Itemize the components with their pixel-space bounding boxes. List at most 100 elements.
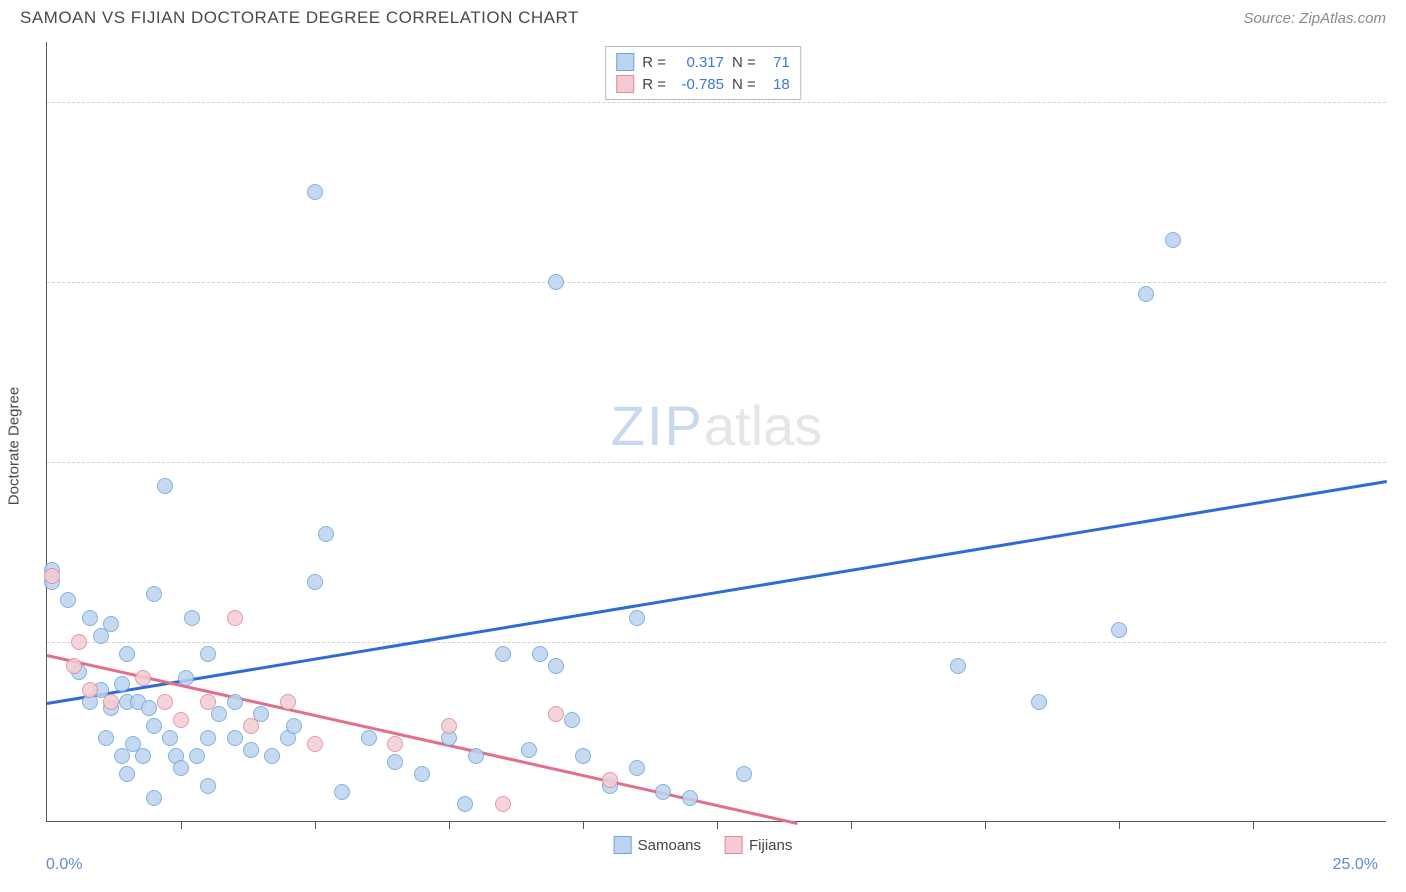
gridline <box>47 642 1386 643</box>
stats-row-fijians: R = -0.785 N = 18 <box>616 73 790 95</box>
data-point <box>575 748 591 764</box>
x-tick <box>1119 821 1120 829</box>
x-axis-min-label: 0.0% <box>46 856 82 874</box>
data-point <box>103 694 119 710</box>
data-point <box>135 670 151 686</box>
data-point <box>1165 232 1181 248</box>
data-point <box>495 796 511 812</box>
data-point <box>211 706 227 722</box>
data-point <box>307 736 323 752</box>
data-point <box>548 706 564 722</box>
data-point <box>173 760 189 776</box>
data-point <box>1138 286 1154 302</box>
x-tick <box>717 821 718 829</box>
data-point <box>548 658 564 674</box>
x-tick <box>851 821 852 829</box>
data-point <box>1031 694 1047 710</box>
legend-label-samoans: Samoans <box>638 837 701 854</box>
data-point <box>200 646 216 662</box>
data-point <box>950 658 966 674</box>
data-point <box>457 796 473 812</box>
y-tick-label: 6.0% <box>1394 93 1406 111</box>
data-point <box>44 568 60 584</box>
x-axis-max-label: 25.0% <box>1333 856 1378 874</box>
data-point <box>243 718 259 734</box>
x-tick <box>181 821 182 829</box>
data-point <box>629 610 645 626</box>
data-point <box>114 676 130 692</box>
data-point <box>548 274 564 290</box>
data-point <box>157 694 173 710</box>
data-point <box>387 754 403 770</box>
correlation-stats-box: R = 0.317 N = 71 R = -0.785 N = 18 <box>605 46 801 100</box>
data-point <box>119 766 135 782</box>
data-point <box>307 184 323 200</box>
data-point <box>178 670 194 686</box>
data-point <box>71 634 87 650</box>
data-point <box>141 700 157 716</box>
legend-item-fijians: Fijians <box>725 836 792 854</box>
gridline <box>47 102 1386 103</box>
chart-title: SAMOAN VS FIJIAN DOCTORATE DEGREE CORREL… <box>20 8 579 28</box>
data-point <box>60 592 76 608</box>
data-point <box>135 748 151 764</box>
data-point <box>157 478 173 494</box>
y-tick-label: 3.0% <box>1394 453 1406 471</box>
data-point <box>495 646 511 662</box>
gridline <box>47 282 1386 283</box>
stats-r-value-samoans: 0.317 <box>674 54 724 71</box>
watermark: ZIPatlas <box>611 393 822 458</box>
data-point <box>243 742 259 758</box>
swatch-samoans <box>614 836 632 854</box>
data-point <box>655 784 671 800</box>
swatch-fijians <box>616 75 634 93</box>
source-attribution: Source: ZipAtlas.com <box>1243 10 1386 27</box>
data-point <box>66 658 82 674</box>
stats-n-label: N = <box>732 76 756 93</box>
data-point <box>521 742 537 758</box>
data-point <box>119 646 135 662</box>
x-tick <box>1253 821 1254 829</box>
data-point <box>227 730 243 746</box>
legend-label-fijians: Fijians <box>749 837 792 854</box>
data-point <box>103 616 119 632</box>
watermark-atlas: atlas <box>704 394 822 457</box>
data-point <box>387 736 403 752</box>
data-point <box>602 772 618 788</box>
data-point <box>307 574 323 590</box>
data-point <box>200 730 216 746</box>
data-point <box>468 748 484 764</box>
data-point <box>146 718 162 734</box>
stats-row-samoans: R = 0.317 N = 71 <box>616 51 790 73</box>
data-point <box>414 766 430 782</box>
data-point <box>736 766 752 782</box>
data-point <box>200 694 216 710</box>
data-point <box>361 730 377 746</box>
stats-n-value-fijians: 18 <box>764 76 790 93</box>
stats-n-value-samoans: 71 <box>764 54 790 71</box>
data-point <box>227 694 243 710</box>
swatch-samoans <box>616 53 634 71</box>
x-tick <box>449 821 450 829</box>
y-axis-label: Doctorate Degree <box>6 387 23 505</box>
data-point <box>264 748 280 764</box>
data-point <box>318 526 334 542</box>
stats-n-label: N = <box>732 54 756 71</box>
data-point <box>564 712 580 728</box>
y-tick-label: 4.5% <box>1394 273 1406 291</box>
data-point <box>173 712 189 728</box>
legend-item-samoans: Samoans <box>614 836 701 854</box>
chart-plot-area: ZIPatlas 1.5%3.0%4.5%6.0% <box>46 42 1386 822</box>
data-point <box>200 778 216 794</box>
data-point <box>441 718 457 734</box>
x-tick <box>315 821 316 829</box>
data-point <box>162 730 178 746</box>
watermark-zip: ZIP <box>611 394 704 457</box>
data-point <box>532 646 548 662</box>
x-tick <box>583 821 584 829</box>
stats-r-value-fijians: -0.785 <box>674 76 724 93</box>
data-point <box>98 730 114 746</box>
data-point <box>682 790 698 806</box>
data-point <box>82 682 98 698</box>
gridline <box>47 462 1386 463</box>
